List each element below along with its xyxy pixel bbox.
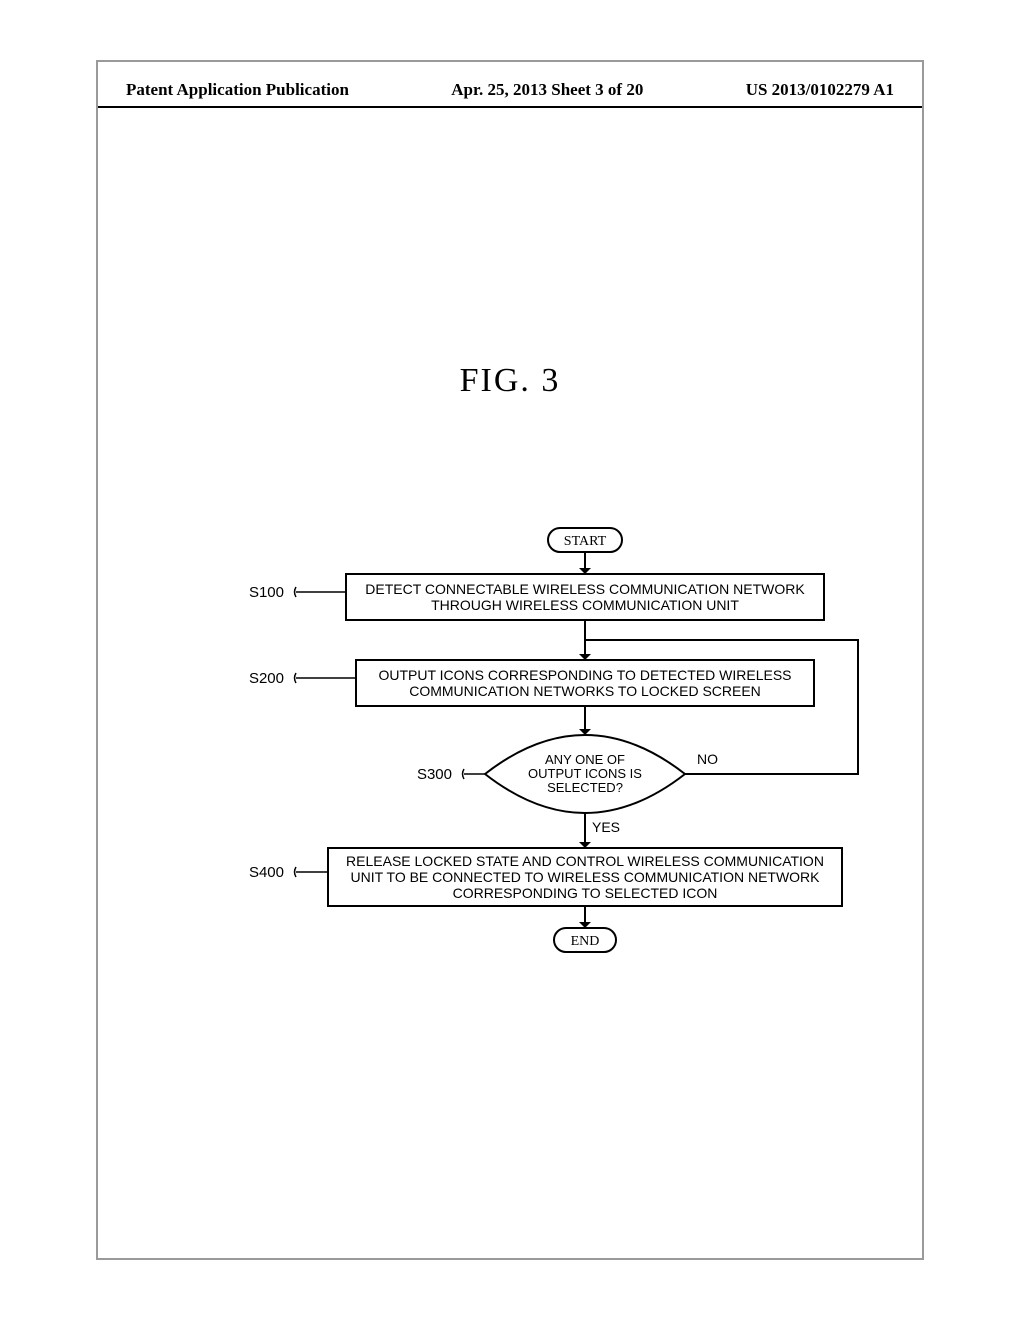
svg-text:OUTPUT ICONS CORRESPONDING TO: OUTPUT ICONS CORRESPONDING TO DETECTED W… [378, 667, 791, 683]
header-middle: Apr. 25, 2013 Sheet 3 of 20 [451, 80, 643, 100]
svg-text:DETECT CONNECTABLE WIRELESS CO: DETECT CONNECTABLE WIRELESS COMMUNICATIO… [365, 581, 805, 597]
page-frame: Patent Application Publication Apr. 25, … [96, 60, 924, 1260]
svg-text:S100: S100 [249, 584, 284, 601]
svg-text:NO: NO [697, 751, 718, 767]
flowchart: START DETECT CONNECTABLE WIRELESS COMMUNI… [178, 522, 858, 1042]
svg-text:THROUGH WIRELESS COMMUNICATION: THROUGH WIRELESS COMMUNICATION UNIT [431, 597, 739, 613]
svg-text:UNIT TO BE CONNECTED TO WIRELE: UNIT TO BE CONNECTED TO WIRELESS COMMUNI… [350, 869, 820, 885]
figure-title: FIG. 3 [98, 362, 922, 400]
svg-text:COMMUNICATION NETWORKS TO LOCK: COMMUNICATION NETWORKS TO LOCKED SCREEN [409, 683, 761, 699]
patent-header: Patent Application Publication Apr. 25, … [98, 80, 922, 108]
svg-text:OUTPUT ICONS IS: OUTPUT ICONS IS [528, 766, 642, 781]
svg-text:ANY ONE OF: ANY ONE OF [545, 752, 625, 767]
svg-text:YES: YES [592, 819, 620, 835]
svg-text:S400: S400 [249, 864, 284, 881]
svg-text:SELECTED?: SELECTED? [547, 780, 623, 795]
svg-text:RELEASE LOCKED STATE AND CONTR: RELEASE LOCKED STATE AND CONTROL WIRELES… [346, 853, 824, 869]
svg-text:CORRESPONDING TO SELECTED ICON: CORRESPONDING TO SELECTED ICON [453, 885, 718, 901]
svg-text:END: END [571, 934, 600, 949]
svg-text:S300: S300 [417, 766, 452, 783]
svg-text:S200: S200 [249, 670, 284, 687]
flowchart-svg: START DETECT CONNECTABLE WIRELESS COMMUNI… [178, 522, 878, 982]
svg-text:START: START [564, 534, 607, 549]
header-left: Patent Application Publication [126, 80, 349, 100]
header-right: US 2013/0102279 A1 [746, 80, 894, 100]
